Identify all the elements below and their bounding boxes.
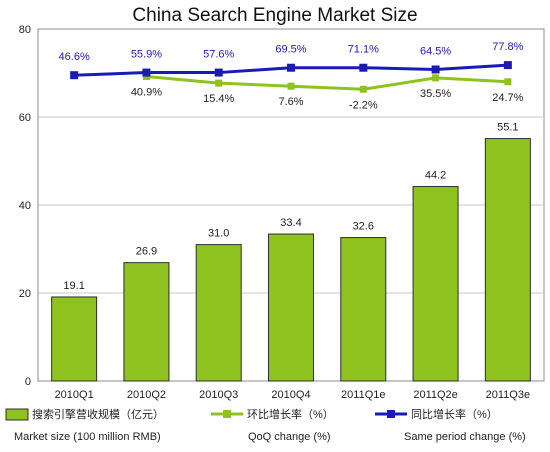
bar bbox=[484, 138, 531, 382]
series-marker bbox=[214, 68, 223, 77]
series-point-label: 64.5% bbox=[420, 45, 451, 57]
series-marker bbox=[504, 78, 512, 86]
legend-caption: Same period change (%) bbox=[404, 431, 526, 443]
series-point-label: 57.6% bbox=[203, 49, 234, 61]
bar bbox=[51, 296, 98, 382]
series-point-label: 15.4% bbox=[203, 93, 234, 105]
legend-label: 环比增长率（%） bbox=[247, 407, 334, 421]
series-point-label: 35.5% bbox=[420, 88, 451, 100]
series-marker bbox=[503, 61, 512, 70]
x-tick-label: 2010Q2 bbox=[127, 389, 166, 401]
bar bbox=[123, 262, 170, 382]
legend-caption: QoQ change (%) bbox=[248, 431, 331, 443]
bar bbox=[340, 237, 387, 382]
series-line bbox=[146, 75, 508, 91]
series-marker bbox=[215, 79, 223, 87]
series-marker bbox=[287, 82, 295, 90]
legend-swatch-bar bbox=[5, 408, 29, 421]
series-marker bbox=[287, 63, 295, 72]
series-point-label: 24.7% bbox=[492, 92, 523, 104]
y-tick-label: 0 bbox=[25, 376, 31, 388]
series-point-label: 40.9% bbox=[131, 87, 162, 99]
bar-value-label: 44.2 bbox=[425, 170, 446, 182]
series-marker bbox=[359, 85, 367, 93]
bar-value-label: 32.6 bbox=[353, 221, 374, 233]
legend-label: 同比增长率（%） bbox=[411, 407, 498, 421]
x-tick-label: 2011Q2e bbox=[413, 389, 457, 401]
legend-swatch-marker bbox=[387, 410, 395, 418]
series-marker bbox=[70, 71, 79, 80]
x-tick-label: 2011Q1e bbox=[341, 389, 385, 401]
series-point-label: -2.2% bbox=[349, 99, 378, 111]
series-marker bbox=[431, 65, 440, 74]
bar-value-label: 19.1 bbox=[63, 280, 84, 292]
bar bbox=[268, 233, 314, 382]
series-point-label: 71.1% bbox=[348, 44, 379, 56]
series-point-label: 7.6% bbox=[278, 96, 303, 108]
bar bbox=[412, 186, 459, 382]
series-point-label: 55.9% bbox=[131, 49, 162, 61]
legend-label: 搜索引擎营收规模（亿元） bbox=[32, 407, 164, 421]
legend-swatch-marker bbox=[223, 410, 231, 418]
x-tick-label: 2010Q3 bbox=[199, 389, 238, 401]
series-point-label: 77.8% bbox=[492, 41, 523, 53]
y-tick-label: 60 bbox=[19, 112, 31, 124]
bar-value-label: 55.1 bbox=[497, 122, 518, 134]
bar-value-label: 31.0 bbox=[208, 228, 229, 240]
legend-caption: Market size (100 million RMB) bbox=[14, 431, 161, 443]
bar bbox=[195, 244, 242, 382]
x-tick-label: 2010Q4 bbox=[271, 389, 310, 401]
chart-title: China Search Engine Market Size bbox=[132, 5, 417, 26]
x-tick-label: 2010Q1 bbox=[55, 389, 94, 401]
series-marker bbox=[432, 74, 440, 82]
series-point-label: 69.5% bbox=[275, 44, 306, 56]
bar-value-label: 26.9 bbox=[136, 246, 157, 258]
series-marker bbox=[359, 63, 368, 72]
y-tick-label: 40 bbox=[19, 200, 31, 212]
series-marker bbox=[142, 68, 151, 77]
series-point-label: 46.6% bbox=[59, 51, 90, 63]
y-tick-label: 20 bbox=[19, 288, 31, 300]
y-tick-label: 80 bbox=[19, 24, 31, 36]
x-tick-label: 2011Q3e bbox=[486, 389, 530, 401]
bar-value-label: 33.4 bbox=[280, 217, 301, 229]
